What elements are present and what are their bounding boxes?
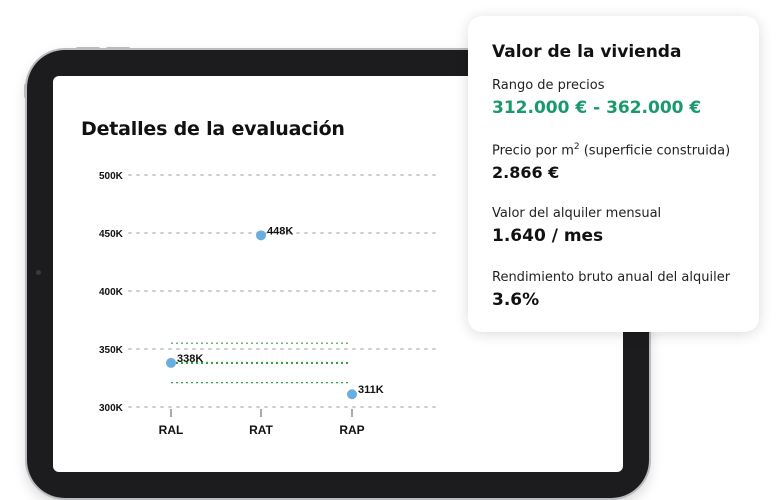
y-tick-label: 300K [99, 403, 124, 414]
home-value-card: Valor de la vivienda Rango de precios 31… [468, 16, 759, 332]
y-tick-label: 350K [99, 345, 124, 356]
rental-yield-label: Rendimiento bruto anual del alquiler [492, 270, 731, 286]
monthly-rent-value: 1.640 / mes [492, 226, 604, 247]
evaluation-chart: 300K 350K 400K 450K 500K RAL RAT RAP 338K 448K 311… [99, 171, 440, 437]
tablet-volume-button [106, 47, 130, 50]
y-tick-label: 500K [99, 171, 124, 182]
x-tick-label: RAP [339, 423, 364, 437]
rental-yield-value: 3.6% [492, 290, 540, 311]
y-tick-label: 400K [99, 287, 124, 298]
data-label: 311K [358, 384, 384, 396]
data-point [166, 357, 176, 368]
y-tick-label: 450K [99, 229, 124, 240]
x-tick-label: RAT [249, 423, 273, 437]
price-per-m2-label: Precio por m2 (superficie construida) [492, 142, 735, 158]
data-label: 448K [267, 225, 293, 237]
data-point [256, 230, 266, 241]
price-per-m2-label-suffix: (superficie construida) [579, 143, 731, 159]
evaluation-title: Detalles de la evaluación [81, 118, 345, 140]
price-per-m2-value: 2.866 € [492, 163, 560, 183]
data-point [347, 389, 357, 400]
price-per-m2-label-prefix: Precio por m [492, 143, 574, 159]
tablet-volume-button [76, 47, 100, 50]
tablet-side-button [24, 84, 27, 98]
price-range-label: Rango de precios [492, 78, 605, 93]
monthly-rent-label: Valor del alquiler mensual [492, 206, 662, 222]
price-per-m2-label-sup: 2 [573, 142, 580, 152]
x-tick-label: RAL [159, 423, 184, 437]
price-range-value: 312.000 € - 362.000 € [492, 98, 702, 118]
camera-icon [36, 270, 41, 275]
data-label: 338K [177, 353, 203, 365]
card-title: Valor de la vivienda [492, 42, 682, 62]
